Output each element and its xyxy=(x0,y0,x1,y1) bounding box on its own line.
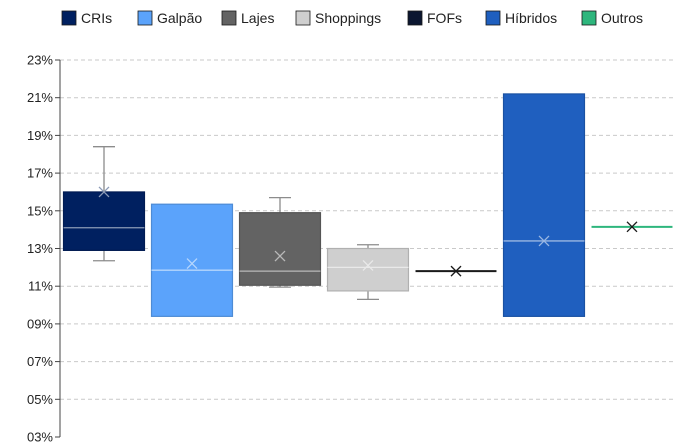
mean-stroke xyxy=(538,235,550,247)
y-tick-label: 19% xyxy=(27,128,53,143)
legend-label-lajes: Lajes xyxy=(241,10,274,26)
legend-swatch-cris xyxy=(61,10,77,26)
mean-stroke xyxy=(362,260,374,271)
legend-label-cris: CRIs xyxy=(81,10,112,26)
legend-swatch-hibridos xyxy=(485,10,501,26)
y-tick-label: 03% xyxy=(27,430,53,445)
box-group xyxy=(502,93,586,317)
box-body xyxy=(502,93,586,317)
legend-label-galpao: Galpão xyxy=(157,10,202,26)
y-tick-label: 23% xyxy=(27,53,53,68)
legend-swatch-lajes xyxy=(221,10,237,26)
mean-marker xyxy=(98,186,110,198)
chart-legend: CRIs Galpão Lajes Shoppings FOFs Híbridos Outr… xyxy=(61,10,643,26)
legend-label-shoppings: Shoppings xyxy=(315,10,381,26)
y-tick-label: 17% xyxy=(27,166,53,181)
box-body xyxy=(326,247,410,292)
y-tick-label: 09% xyxy=(27,316,53,331)
mean-marker xyxy=(626,221,638,233)
box-group xyxy=(326,244,410,301)
mean-marker xyxy=(186,258,198,270)
mean-stroke xyxy=(626,221,638,233)
legend-swatch-fofs xyxy=(407,10,423,26)
box-series xyxy=(62,93,673,317)
box-group xyxy=(150,203,234,317)
y-tick-label: 21% xyxy=(27,90,53,105)
legend-label-hibridos: Híbridos xyxy=(505,10,557,26)
box-group xyxy=(238,196,322,288)
box-group xyxy=(591,221,673,233)
legend-swatch-galpao xyxy=(137,10,153,26)
legend-swatch-outros xyxy=(581,10,597,26)
y-tick-label: 13% xyxy=(27,241,53,256)
y-axis: 23% 21% 19% 17% 15% 13% 11% 09% 07% 05% 03% xyxy=(27,53,61,445)
box-group xyxy=(415,265,497,277)
y-tick-label: 11% xyxy=(28,279,53,294)
mean-marker xyxy=(450,265,462,277)
box-group xyxy=(62,146,146,262)
legend-label-fofs: FOFs xyxy=(427,10,462,26)
mean-stroke xyxy=(98,186,110,198)
mean-stroke xyxy=(186,258,198,270)
mean-marker xyxy=(362,260,374,271)
mean-stroke xyxy=(274,250,286,262)
box-body xyxy=(238,212,322,286)
box-body xyxy=(150,203,234,317)
y-tick-label: 05% xyxy=(27,392,53,407)
mean-stroke xyxy=(450,265,462,277)
y-tick-label: 15% xyxy=(27,203,53,218)
mean-marker xyxy=(538,235,550,247)
y-tick-label: 07% xyxy=(27,354,53,369)
box-body xyxy=(62,191,146,251)
legend-label-outros: Outros xyxy=(601,10,643,26)
mean-marker xyxy=(274,250,286,262)
legend-swatch-shoppings xyxy=(295,10,311,26)
